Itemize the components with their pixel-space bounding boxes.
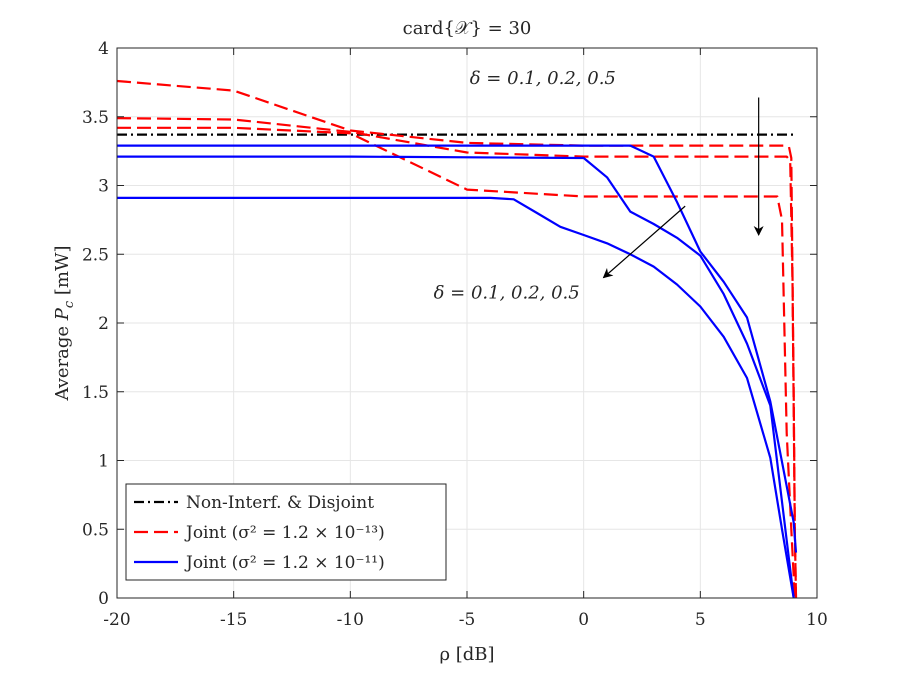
y-tick-label: 3 xyxy=(98,177,109,197)
axis-ticks xyxy=(116,47,818,599)
legend-box xyxy=(125,483,447,581)
chart-title: card{𝒳} = 30 xyxy=(403,18,532,39)
x-tick-label: -5 xyxy=(459,610,476,630)
legend-entry: Joint (σ² = 1.2 × 10⁻¹¹) xyxy=(184,553,385,573)
y-tick-label: 1.5 xyxy=(82,383,109,403)
y-axis-label: Average Pc [mW] xyxy=(52,245,77,401)
axis-labels: -20 -15 -10 -5 0 5 10 0 0.5 1 1.5 2 2.5 3 3.5 4 card{𝒳} … xyxy=(52,18,828,665)
series-line-joint-13 xyxy=(117,126,796,599)
x-tick-label: 10 xyxy=(806,610,828,630)
x-tick-label: 0 xyxy=(578,610,589,630)
y-tick-label: 4 xyxy=(98,39,109,59)
y-tick-label: 2 xyxy=(98,314,109,334)
y-tick-label: 0 xyxy=(98,589,109,609)
legend-entry: Non-Interf. & Disjoint xyxy=(186,493,374,513)
y-tick-label: 1 xyxy=(98,452,109,472)
x-tick-label: 5 xyxy=(695,610,706,630)
annotation-label: δ = 0.1, 0.2, 0.5 xyxy=(470,68,616,89)
y-tick-label: 0.5 xyxy=(82,520,109,540)
x-tick-label: -10 xyxy=(337,610,364,630)
x-tick-label: -15 xyxy=(220,610,247,630)
series-line-joint-13 xyxy=(116,117,798,599)
series-line-joint-11 xyxy=(117,144,798,553)
annotation-label: δ = 0.1, 0.2, 0.5 xyxy=(434,282,580,303)
legend: Non-Interf. & Disjoint Joint (σ² = 1.2 × … xyxy=(125,483,447,581)
y-tick-label: 3.5 xyxy=(82,108,109,128)
x-axis-label: ρ [dB] xyxy=(439,644,494,665)
annotation-arrow xyxy=(602,205,686,279)
legend-entry: Joint (σ² = 1.2 × 10⁻¹³) xyxy=(184,523,385,543)
series-line-joint-11 xyxy=(117,155,795,599)
y-tick-label: 2.5 xyxy=(82,245,109,265)
annotations: δ = 0.1, 0.2, 0.5 δ = 0.1, 0.2, 0.5 xyxy=(434,68,764,303)
x-tick-label: -20 xyxy=(103,610,130,630)
